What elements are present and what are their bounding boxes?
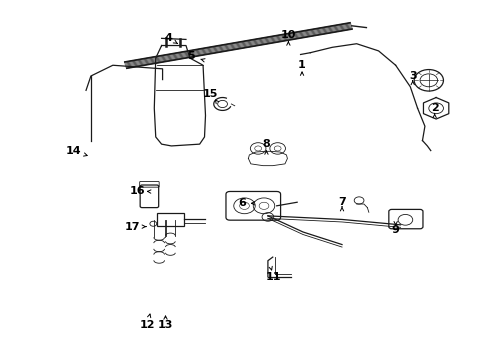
Text: 15: 15 (202, 89, 218, 99)
Text: 11: 11 (265, 272, 281, 282)
Text: 16: 16 (129, 186, 145, 196)
Text: 2: 2 (430, 103, 438, 113)
Text: 17: 17 (124, 222, 140, 231)
Text: 1: 1 (298, 60, 305, 70)
Text: 4: 4 (164, 33, 172, 43)
Text: 8: 8 (262, 139, 270, 149)
Text: 14: 14 (66, 146, 81, 156)
Text: 5: 5 (187, 51, 194, 61)
Text: 6: 6 (238, 198, 245, 208)
Text: 13: 13 (158, 320, 173, 330)
Text: 9: 9 (391, 225, 399, 235)
Text: 7: 7 (338, 197, 345, 207)
Text: 12: 12 (139, 320, 154, 330)
Text: 3: 3 (408, 71, 416, 81)
Text: 10: 10 (280, 30, 295, 40)
